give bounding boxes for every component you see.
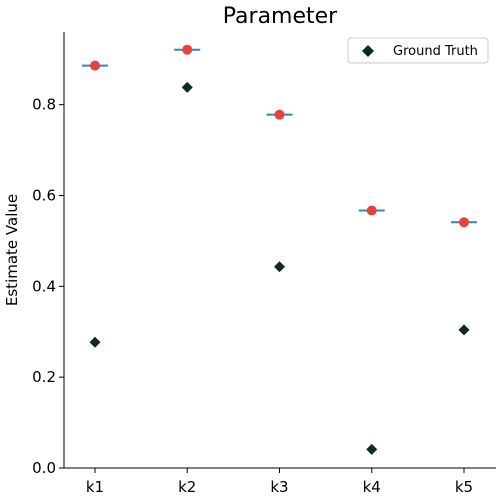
y-tick-label: 0.0 — [32, 459, 56, 477]
ground-truth-point — [458, 324, 470, 336]
x-axis-ticks: k1 k2 k3 k4 k5 — [86, 468, 473, 496]
ground-truth-point — [181, 81, 193, 93]
ground-truth-point — [89, 336, 101, 348]
estimate-point — [459, 217, 469, 228]
legend: Ground Truth — [347, 37, 489, 64]
legend-diamond-icon — [362, 45, 374, 57]
y-tick-label: 0.8 — [32, 96, 56, 114]
chart-title: Parameter — [223, 4, 338, 29]
y-tick-label: 0.2 — [32, 368, 56, 386]
data-marks — [82, 44, 477, 455]
estimate-point — [90, 60, 100, 71]
ground-truth-point — [274, 261, 285, 273]
estimate-point — [182, 44, 193, 55]
y-tick-label: 0.6 — [32, 187, 56, 205]
y-axis-ticks: 0.0 0.2 0.4 0.6 0.8 — [32, 96, 64, 477]
ground-truth-point — [366, 443, 378, 455]
legend-entry-ground-truth: Ground Truth — [393, 44, 478, 59]
legend-frame — [347, 37, 489, 64]
y-axis-label: Estimate Value — [3, 194, 21, 306]
x-tick-label: k5 — [455, 478, 473, 496]
y-tick-label: 0.4 — [32, 277, 56, 295]
estimate-point — [366, 205, 377, 216]
estimate-point — [274, 109, 285, 120]
x-tick-label: k2 — [178, 478, 196, 496]
x-tick-label: k1 — [86, 478, 104, 496]
x-tick-label: k3 — [270, 478, 288, 496]
x-tick-label: k4 — [363, 478, 381, 496]
